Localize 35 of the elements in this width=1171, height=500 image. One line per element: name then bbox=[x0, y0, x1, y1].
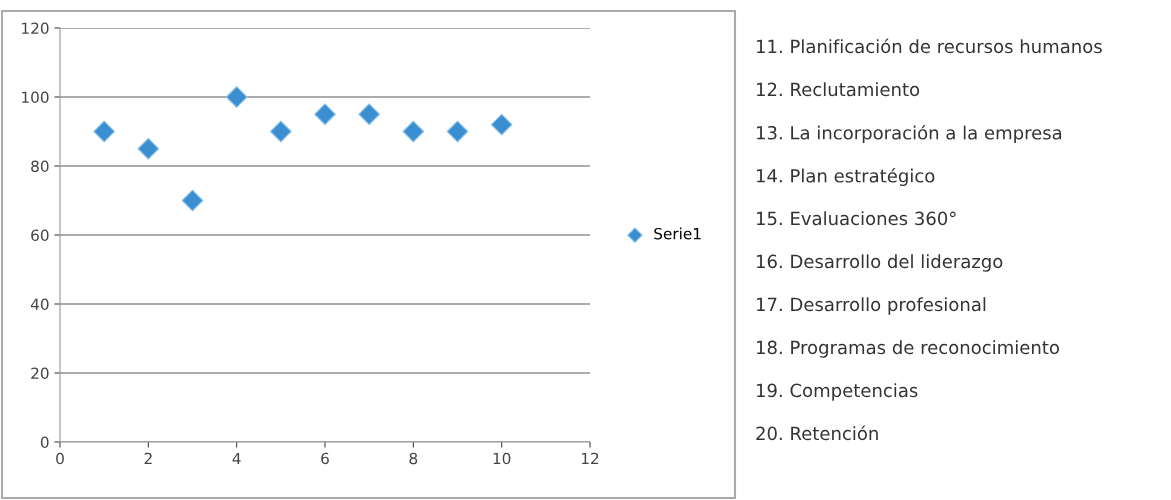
point bbox=[358, 103, 381, 126]
text: 17. Desarrollo profesional bbox=[756, 297, 986, 315]
text: 11. Planificación de recursos humanos bbox=[756, 38, 1102, 54]
text: 14. Plan estratégico bbox=[756, 167, 935, 187]
point bbox=[93, 120, 116, 143]
x-tick-label: 6 bbox=[321, 452, 329, 465]
text: 16. Desarrollo del liderazgo bbox=[756, 254, 1003, 272]
point bbox=[314, 103, 336, 126]
y-tick-label: 40 bbox=[30, 298, 49, 311]
x-tick-label: 4 bbox=[232, 452, 241, 465]
y-tick-label: 80 bbox=[31, 160, 49, 173]
y-tick-label: 0 bbox=[40, 436, 49, 449]
x-tick-label: 12 bbox=[581, 452, 599, 465]
x-tick-label: 2 bbox=[144, 452, 152, 465]
point bbox=[269, 120, 292, 143]
text: 20. Retención bbox=[756, 425, 878, 441]
y-tick-label: 60 bbox=[31, 229, 49, 242]
x-tick-label: 10 bbox=[493, 452, 511, 465]
point bbox=[490, 113, 513, 136]
text: 15. Evaluaciones 360° bbox=[756, 211, 956, 226]
text: 12. Reclutamiento bbox=[756, 82, 920, 97]
text: 19. Competencias bbox=[756, 383, 918, 401]
point bbox=[225, 86, 248, 108]
y-tick-label: 20 bbox=[31, 367, 49, 380]
point bbox=[181, 189, 204, 212]
point bbox=[446, 120, 469, 143]
point bbox=[137, 137, 160, 160]
legend-label: Serie1 bbox=[654, 227, 701, 240]
text: 18. Programas de reconocimiento bbox=[756, 340, 1059, 358]
point bbox=[402, 120, 425, 143]
y-tick-label: 120 bbox=[22, 22, 49, 35]
x-tick-label: 8 bbox=[409, 452, 418, 465]
text: 13. La incorporación a la empresa bbox=[756, 124, 1062, 144]
x-tick-label: 0 bbox=[56, 452, 64, 465]
y-tick-label: 100 bbox=[22, 91, 49, 104]
